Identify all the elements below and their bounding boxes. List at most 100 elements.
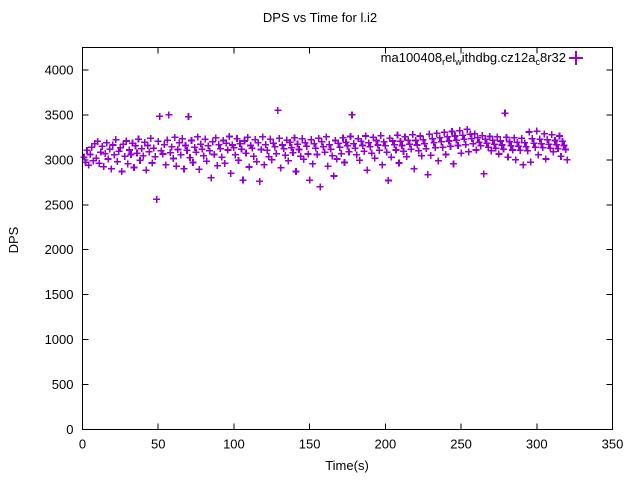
data-point [457,149,465,157]
data-point [212,134,220,142]
data-point [499,145,507,153]
data-point [552,141,560,149]
data-point [374,141,382,149]
data-point [189,159,197,167]
data-point [162,161,170,169]
data-point [377,132,385,140]
data-point [209,138,217,146]
x-tick-label: 50 [151,437,165,452]
data-point [424,171,432,179]
data-point [113,158,121,166]
data-point [425,130,433,138]
data-point [301,139,309,147]
data-point [533,127,541,135]
data-point [363,166,371,174]
x-tick-label: 100 [223,437,245,452]
y-tick-label: 500 [52,377,74,392]
data-point [234,156,242,164]
data-point [307,136,315,144]
data-point [175,139,183,147]
data-point [286,138,294,146]
y-tick-label: 0 [66,422,73,437]
data-points-layer [80,106,571,203]
data-point [359,141,367,149]
data-point [490,140,498,148]
data-point [106,145,114,153]
data-point [421,140,429,148]
data-point [469,140,477,148]
data-point [321,148,329,156]
data-point [262,141,270,149]
data-point [142,166,150,174]
data-point [375,146,383,154]
data-point [278,141,286,149]
y-tick-label: 3000 [45,152,74,167]
data-point [238,145,245,153]
data-point [459,131,467,139]
data-point [236,140,244,148]
data-point [525,128,533,136]
data-point [257,146,265,154]
data-point [539,144,547,152]
data-point [413,141,421,149]
data-point [318,138,326,146]
data-point [225,132,233,140]
data-point [351,144,359,152]
data-point [389,137,397,145]
data-point [322,133,330,141]
data-point [451,132,459,140]
data-point [260,161,268,169]
data-point [221,159,229,167]
data-point [383,148,391,156]
data-point [480,170,488,178]
data-point [92,154,100,162]
data-point [536,135,544,143]
data-point [254,139,262,147]
data-point [453,136,461,144]
data-point [110,151,118,159]
data-point [263,146,271,154]
data-point [406,140,414,148]
data-point [248,144,256,152]
legend[interactable]: ma100408relwithdbg.cz12ac8r32 [381,50,583,67]
data-point [404,136,412,144]
data-point [348,111,356,119]
data-point [357,137,365,145]
data-point [245,163,253,171]
data-point [280,145,288,153]
data-point [324,162,332,170]
data-point [360,147,368,155]
data-point [448,128,456,136]
data-point [528,135,536,143]
data-point [239,176,247,184]
data-point [315,134,323,142]
data-point [540,130,548,138]
data-point [130,163,138,171]
data-point [436,134,444,142]
data-point [559,137,567,145]
x-axis-title: Time(s) [325,458,369,473]
data-point [124,160,132,168]
data-point [203,157,211,165]
data-point [216,145,224,153]
data-point [241,137,249,145]
data-point [295,146,303,154]
data-point [504,153,512,161]
data-point [188,137,196,145]
data-point [195,165,203,173]
data-point [169,155,177,163]
data-point [560,141,568,149]
data-point [330,172,338,180]
data-point [498,141,506,149]
data-point [516,146,524,154]
data-point [118,168,126,176]
legend-marker-plus-icon [569,51,583,65]
data-point [543,136,551,144]
data-point [437,138,445,146]
data-point [298,135,306,143]
data-point [133,149,141,157]
data-point [334,139,342,147]
data-point [171,133,179,141]
data-point [313,150,321,158]
